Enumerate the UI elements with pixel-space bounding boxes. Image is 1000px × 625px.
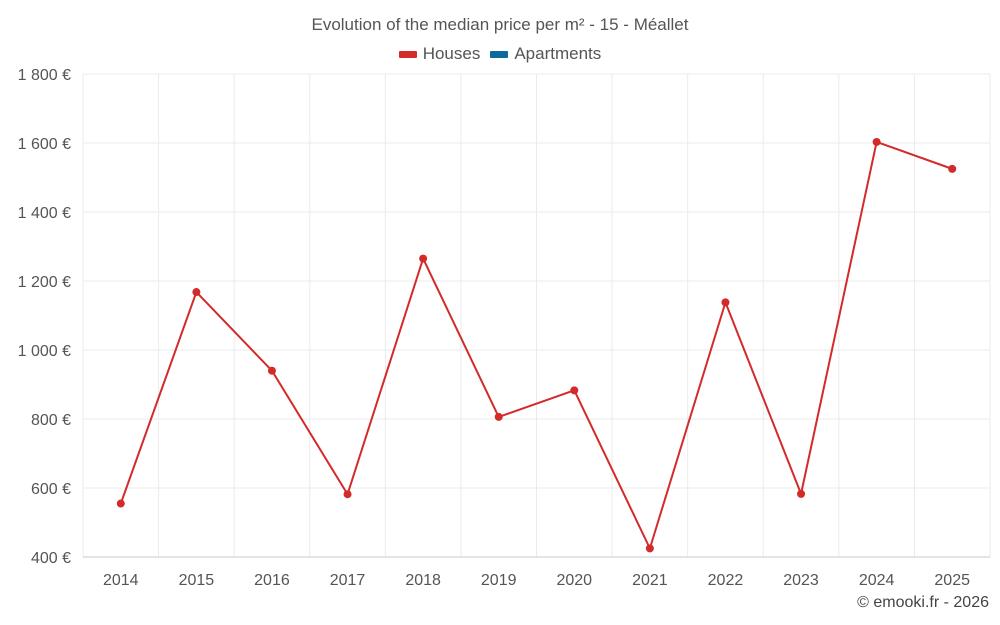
data-point [343,490,352,499]
chart-title: Evolution of the median price per m² - 1… [311,15,689,34]
x-tick-label: 2018 [405,572,441,589]
series-line-houses [119,140,953,550]
data-point [494,412,503,421]
x-tick-label: 2025 [934,572,970,589]
chart-legend: Houses Apartments [0,44,1000,64]
x-tick-label: 2024 [859,572,895,589]
data-point [192,288,201,297]
data-point [645,544,654,553]
data-point [797,489,806,498]
y-tick-label: 1 000 € [18,343,71,360]
y-tick-label: 800 € [31,412,71,429]
x-tick-label: 2016 [254,572,290,589]
data-point [419,254,428,263]
x-tick-label: 2020 [556,572,592,589]
data-point [872,137,881,146]
legend-label-apartments: Apartments [514,44,602,63]
legend-swatch-apartments [490,50,509,58]
data-point [116,499,125,508]
x-tick-label: 2017 [330,572,366,589]
legend-item-houses[interactable]: Houses [398,44,481,64]
y-tick-label: 1 200 € [18,274,71,291]
credit-text: © emooki.fr - 2026 [857,594,989,611]
data-point [570,386,579,395]
x-tick-label: 2014 [103,572,139,589]
data-point [267,366,276,375]
x-tick-label: 2023 [783,572,819,589]
legend-item-apartments[interactable]: Apartments [490,44,601,64]
x-tick-label: 2015 [179,572,215,589]
data-point [721,298,730,307]
x-tick-label: 2019 [481,572,517,589]
x-tick-label: 2022 [708,572,744,589]
y-tick-label: 1 400 € [18,205,71,222]
y-tick-label: 400 € [31,550,71,567]
y-tick-label: 1 800 € [18,67,71,84]
y-tick-label: 1 600 € [18,136,71,153]
x-tick-label: 2021 [632,572,668,589]
y-tick-label: 600 € [31,481,71,498]
legend-label-houses: Houses [422,44,481,63]
legend-swatch-houses [398,50,417,58]
data-point [948,164,957,173]
